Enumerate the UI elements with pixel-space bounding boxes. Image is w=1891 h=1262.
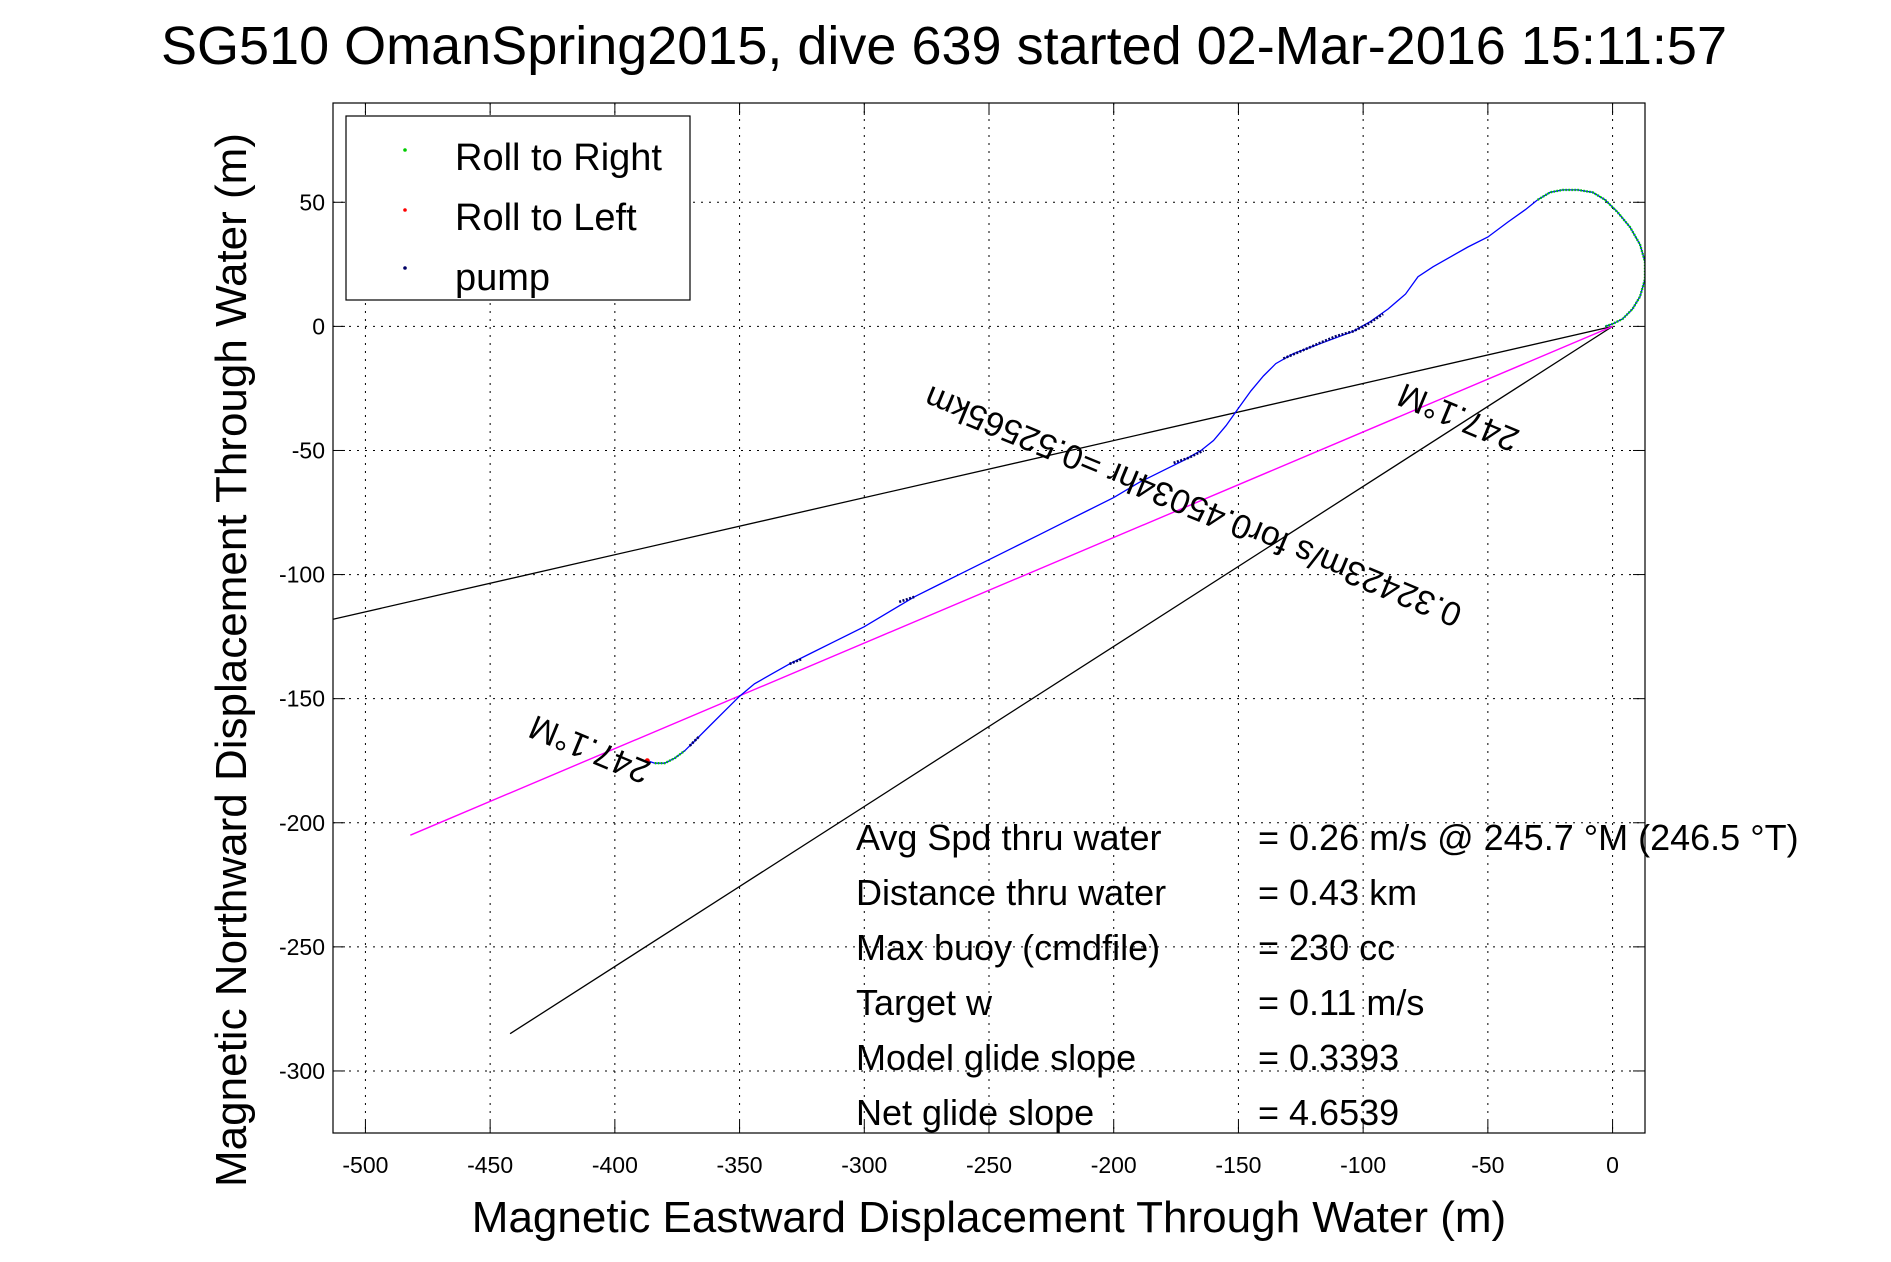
pump-segment bbox=[688, 734, 701, 747]
pump-segment bbox=[789, 657, 803, 666]
stat-label: Max buoy (cmdfile) bbox=[856, 927, 1160, 968]
x-tick-label: -300 bbox=[841, 1152, 887, 1178]
x-tick-label: -500 bbox=[342, 1152, 388, 1178]
legend-marker-roll-right bbox=[403, 148, 407, 152]
stat-label: Model glide slope bbox=[856, 1037, 1136, 1078]
y-tick-label: -100 bbox=[279, 562, 325, 588]
x-tick-label: -400 bbox=[592, 1152, 638, 1178]
stat-value: = 0.43 km bbox=[1258, 872, 1417, 913]
pump-segment bbox=[1282, 312, 1384, 360]
heading-line bbox=[410, 325, 1613, 836]
y-tick-label: -150 bbox=[279, 686, 325, 712]
y-tick-label: 0 bbox=[312, 313, 325, 339]
x-axis-label: Magnetic Eastward Displacement Through W… bbox=[472, 1193, 1506, 1242]
y-tick-label: 50 bbox=[299, 189, 325, 215]
stat-value: = 0.26 m/s @ 245.7 °M (246.5 °T) bbox=[1258, 817, 1799, 858]
stat-value: = 0.11 m/s bbox=[1258, 982, 1424, 1023]
x-tick-label: -50 bbox=[1471, 1152, 1504, 1178]
stat-value: = 230 cc bbox=[1258, 927, 1395, 968]
legend-marker-pump bbox=[403, 266, 407, 270]
legend: Roll to Right Roll to Left pump bbox=[345, 115, 691, 301]
legend-label-roll-right: Roll to Right bbox=[455, 137, 662, 179]
cone-line bbox=[333, 325, 1613, 620]
stat-value: = 0.3393 bbox=[1258, 1037, 1399, 1078]
stat-label: Distance thru water bbox=[856, 872, 1166, 913]
x-tick-label: -100 bbox=[1340, 1152, 1386, 1178]
stats-block: Avg Spd thru water = 0.26 m/s @ 245.7 °M … bbox=[856, 817, 1799, 1133]
y-axis-label: Magnetic Northward Displacement Through … bbox=[207, 133, 256, 1187]
legend-box bbox=[345, 115, 691, 301]
axis-ticks: -500 -450 -400 -350 -300 -250 -200 -150 -100 -50 0… bbox=[279, 103, 1645, 1178]
y-tick-label: -50 bbox=[292, 437, 325, 463]
plot-area bbox=[333, 188, 1645, 1035]
pump-segment bbox=[898, 595, 915, 604]
x-tick-label: -450 bbox=[467, 1152, 513, 1178]
x-tick-label: 0 bbox=[1606, 1152, 1619, 1178]
y-tick-label: -250 bbox=[279, 934, 325, 960]
roll-right-segment bbox=[654, 749, 686, 765]
x-tick-label: -200 bbox=[1091, 1152, 1137, 1178]
x-tick-label: -150 bbox=[1215, 1152, 1261, 1178]
grid bbox=[333, 103, 1645, 1133]
x-tick-label: -350 bbox=[717, 1152, 763, 1178]
legend-label-pump: pump bbox=[455, 257, 550, 299]
stat-label: Net glide slope bbox=[856, 1092, 1094, 1133]
legend-marker-roll-left bbox=[403, 208, 407, 212]
roll-left-point bbox=[644, 758, 650, 764]
stat-label: Target w bbox=[856, 982, 993, 1023]
chart-title: SG510 OmanSpring2015, dive 639 started 0… bbox=[161, 16, 1727, 76]
legend-label-roll-left: Roll to Left bbox=[455, 197, 637, 239]
cone-line bbox=[509, 325, 1613, 1035]
stat-label: Avg Spd thru water bbox=[856, 817, 1162, 858]
pump-segment bbox=[1173, 449, 1205, 465]
stat-value: = 4.6539 bbox=[1258, 1092, 1399, 1133]
roll-right-segment bbox=[1537, 188, 1645, 328]
y-tick-label: -300 bbox=[279, 1058, 325, 1084]
track-line bbox=[647, 189, 1645, 764]
x-tick-label: -250 bbox=[966, 1152, 1012, 1178]
y-tick-label: -200 bbox=[279, 810, 325, 836]
